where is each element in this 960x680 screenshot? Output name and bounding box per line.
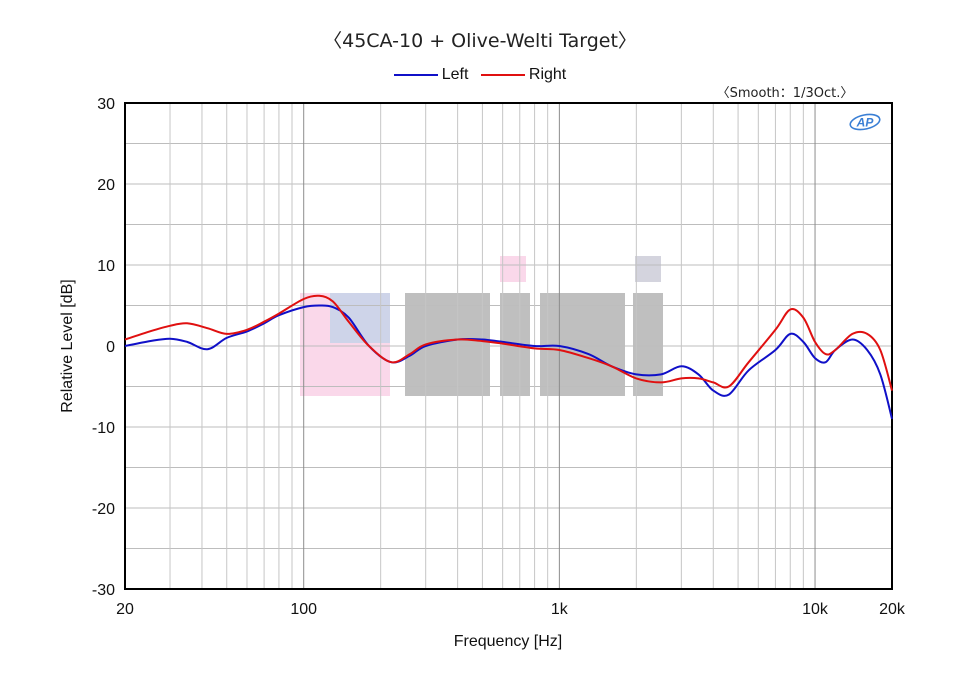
legend-swatch-left: [393, 73, 438, 76]
y-tick-label: 20: [97, 177, 115, 194]
watermark-block: [540, 293, 625, 396]
x-tick-label: 20k: [879, 601, 906, 618]
y-tick-label: -30: [92, 582, 115, 599]
ap-logo-icon: AP: [849, 113, 881, 131]
y-tick-label: -10: [92, 420, 115, 437]
x-tick-label: 10k: [802, 601, 829, 618]
x-tick-label: 20: [116, 601, 134, 618]
legend-swatch-right: [480, 73, 525, 76]
series-line-right: [124, 294, 893, 391]
y-tick-label: 10: [97, 258, 115, 275]
chart-title: 〈45CA-10 + Olive-Welti Target〉: [323, 30, 637, 52]
y-axis-label: Relative Level [dB]: [59, 279, 76, 412]
x-tick-label: 1k: [551, 601, 569, 618]
series-line-left: [124, 304, 893, 420]
series-layer: [124, 294, 893, 420]
watermark-block: [500, 256, 526, 282]
watermark-block: [405, 293, 490, 396]
x-tick-label: 100: [290, 601, 317, 618]
y-tick-label: 0: [106, 339, 115, 356]
svg-text:AP: AP: [856, 116, 875, 130]
x-axis-label: Frequency [Hz]: [454, 633, 562, 650]
legend-item-left: Left: [393, 66, 469, 84]
watermark-block: [300, 293, 390, 396]
legend-label-left: Left: [441, 66, 469, 83]
grid: [125, 102, 892, 590]
legend-item-right: Right: [480, 66, 567, 84]
y-tick-label: -20: [92, 501, 115, 518]
watermark-block: [635, 256, 661, 282]
legend: Left Right: [0, 66, 960, 84]
watermark: [300, 256, 663, 396]
y-tick-label: 30: [97, 96, 115, 113]
smoothing-note: 〈Smooth：1/3Oct.〉: [716, 86, 854, 101]
legend-label-right: Right: [528, 66, 567, 83]
